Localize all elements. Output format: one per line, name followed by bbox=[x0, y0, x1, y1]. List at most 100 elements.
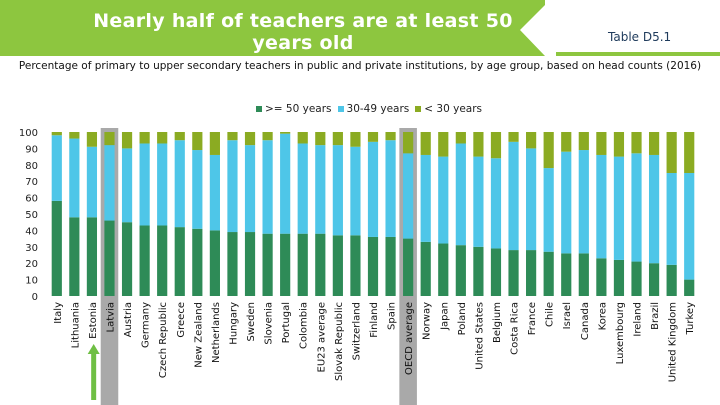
bar-segment bbox=[648, 132, 660, 155]
bar-segment bbox=[367, 132, 379, 142]
category-label: New Zealand bbox=[193, 302, 204, 368]
bar-segment bbox=[578, 132, 589, 151]
bar-segment bbox=[508, 132, 519, 142]
category-label: Turkey bbox=[685, 302, 696, 336]
bar-segment bbox=[666, 264, 677, 296]
y-tick-label: 0 bbox=[32, 292, 38, 303]
bar-segment bbox=[350, 132, 361, 147]
bar-segment bbox=[192, 150, 203, 229]
bar-segment bbox=[684, 173, 695, 280]
bar-segment bbox=[631, 132, 642, 154]
bar-segment bbox=[438, 243, 449, 296]
bar-segment bbox=[385, 140, 396, 237]
bar-segment bbox=[543, 132, 554, 169]
legend-item-30-49: 30-49 years bbox=[337, 103, 410, 115]
bar-segment bbox=[121, 132, 133, 149]
bar-segment bbox=[613, 259, 625, 296]
bar-segment bbox=[139, 143, 150, 226]
bar-segment bbox=[51, 200, 62, 296]
bar-segment bbox=[104, 220, 115, 296]
bar-segment bbox=[157, 132, 168, 144]
bar-segment bbox=[561, 253, 572, 296]
table-reference: Table D5.1 bbox=[608, 30, 672, 44]
bar-segment bbox=[596, 132, 607, 155]
bar-segment bbox=[543, 168, 554, 252]
y-tick-label: 50 bbox=[25, 210, 38, 221]
bar-segment bbox=[526, 148, 537, 251]
bar-segment bbox=[86, 146, 98, 218]
y-tick-label: 10 bbox=[25, 276, 38, 287]
category-label: Luxembourg bbox=[615, 302, 626, 364]
bar-segment bbox=[490, 132, 502, 159]
legend-item-50plus: >= 50 years bbox=[256, 103, 332, 115]
bar-segment bbox=[648, 154, 660, 264]
category-label: Lithuania bbox=[70, 302, 81, 348]
bar-segment bbox=[526, 250, 537, 296]
category-label: Spain bbox=[387, 302, 398, 330]
bar-segment bbox=[438, 132, 449, 157]
category-label: Netherlands bbox=[211, 302, 222, 363]
bar-segment bbox=[350, 235, 361, 296]
category-label: Czech Republic bbox=[158, 302, 169, 378]
bar-segment bbox=[332, 235, 343, 296]
bar-segment bbox=[209, 132, 220, 155]
bar-segment bbox=[385, 132, 396, 141]
bar-segment bbox=[526, 132, 537, 149]
category-label: France bbox=[527, 302, 538, 335]
bar-segment bbox=[613, 156, 625, 260]
category-label: Belgium bbox=[492, 302, 503, 343]
category-label: Finland bbox=[369, 302, 380, 338]
bar-segment bbox=[490, 248, 502, 296]
bar-segment bbox=[280, 133, 291, 234]
bar-segment bbox=[297, 233, 308, 296]
bar-segment bbox=[227, 232, 238, 296]
bar-segment bbox=[262, 233, 273, 296]
bar-segment bbox=[209, 154, 220, 231]
category-label: Germany bbox=[141, 302, 152, 348]
bar-segment bbox=[297, 132, 308, 144]
bar-segment bbox=[578, 253, 589, 296]
bar-segment bbox=[227, 132, 238, 141]
category-label: Slovenia bbox=[264, 302, 275, 345]
bar-segment bbox=[244, 145, 256, 233]
bar-segment bbox=[403, 153, 414, 239]
bar-segment bbox=[244, 132, 256, 146]
bar-segment bbox=[315, 145, 326, 234]
bar-segment bbox=[666, 132, 677, 173]
bar-segment bbox=[684, 132, 695, 173]
bar-segment bbox=[666, 173, 677, 265]
bar-segment bbox=[648, 263, 660, 296]
legend-swatch-30-49 bbox=[337, 106, 344, 112]
chart-legend: >= 50 years 30-49 years < 30 years bbox=[256, 103, 488, 115]
category-label: Switzerland bbox=[351, 302, 362, 360]
bar-segment bbox=[403, 132, 414, 154]
category-label: Korea bbox=[597, 302, 608, 330]
pointer-arrow-icon bbox=[87, 344, 100, 400]
chart-subtitle: Percentage of primary to upper secondary… bbox=[18, 60, 702, 72]
bar-segment bbox=[420, 132, 431, 155]
bar-segment bbox=[403, 238, 414, 296]
category-label: Slovak Republic bbox=[334, 302, 345, 381]
bar-segment bbox=[262, 132, 273, 141]
bar-segment bbox=[139, 225, 150, 296]
bar-segment bbox=[455, 143, 466, 246]
banner-shape bbox=[0, 0, 720, 56]
category-label: Austria bbox=[123, 302, 134, 337]
category-label: Chile bbox=[545, 302, 556, 327]
bar-segment bbox=[561, 132, 572, 152]
bar-segment bbox=[490, 158, 502, 249]
bar-segment bbox=[86, 217, 98, 296]
header-banner: Nearly half of teachers are at least 50 … bbox=[0, 0, 720, 56]
category-label: Japan bbox=[439, 302, 450, 331]
bar-segment bbox=[174, 140, 185, 228]
bar-segment bbox=[174, 227, 185, 296]
category-label: Poland bbox=[457, 302, 468, 335]
bar-segment bbox=[596, 258, 607, 296]
legend-label-30-49: 30-49 years bbox=[346, 103, 410, 115]
bar-segment bbox=[51, 135, 62, 201]
bar-segment bbox=[473, 132, 484, 157]
bar-segment bbox=[69, 217, 80, 296]
bar-segment bbox=[613, 132, 625, 157]
y-tick-label: 40 bbox=[25, 226, 38, 237]
